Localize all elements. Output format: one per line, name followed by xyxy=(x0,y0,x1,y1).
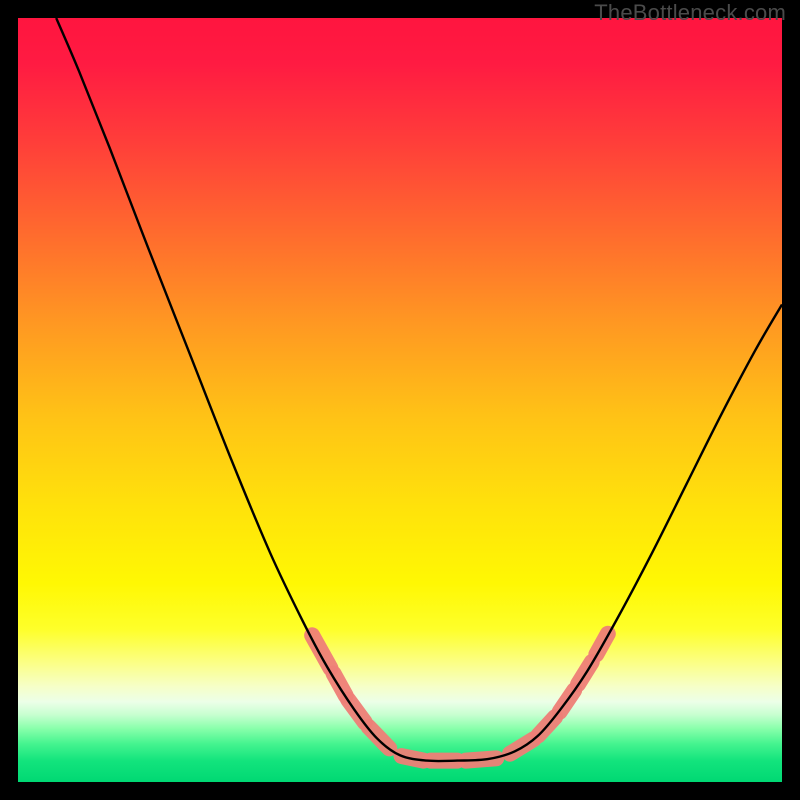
plot-area xyxy=(18,18,782,782)
marker-segment xyxy=(312,635,330,668)
chart-svg-layer xyxy=(18,18,782,782)
bottleneck-curve xyxy=(56,18,782,761)
chart-frame: TheBottleneck.com xyxy=(0,0,800,800)
curve-markers xyxy=(312,634,608,761)
